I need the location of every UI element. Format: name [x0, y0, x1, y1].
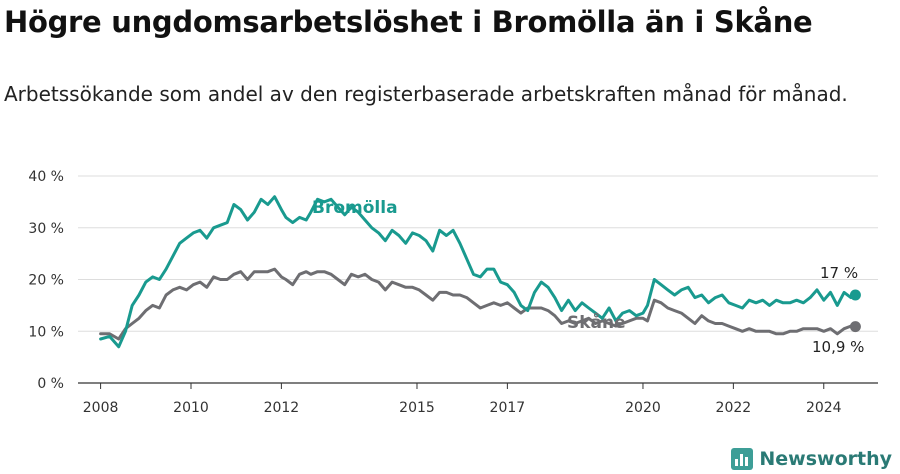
y-tick-label: 20 % — [28, 273, 64, 289]
end-label-bromolla: 17 % — [820, 264, 858, 282]
series-label-bromolla: Bromölla — [312, 198, 398, 218]
chart-title: Högre ungdomsarbetslöshet i Bromölla än … — [4, 5, 813, 39]
x-tick-label: 2010 — [173, 400, 209, 416]
end-point-skane — [849, 321, 861, 333]
x-tick-label: 2020 — [625, 400, 661, 416]
y-tick-label: 30 % — [28, 221, 64, 237]
y-tick-label: 10 % — [28, 324, 64, 340]
chart-subtitle: Arbetssökande som andel av den registerb… — [4, 82, 848, 106]
y-tick-label: 40 % — [28, 169, 64, 185]
x-tick-label: 2024 — [806, 400, 842, 416]
brand-name: Newsworthy — [759, 448, 892, 470]
y-tick-label: 0 % — [37, 376, 64, 392]
end-point-bromolla — [849, 289, 861, 301]
x-tick-label: 2008 — [83, 400, 119, 416]
x-tick-label: 2017 — [490, 400, 526, 416]
x-tick-label: 2022 — [716, 400, 752, 416]
series-line-skane — [99, 267, 857, 341]
series-label-skane: Skåne — [567, 311, 626, 333]
bar-chart-icon — [731, 448, 754, 470]
x-tick-label: 2012 — [264, 400, 300, 416]
series-line-bromolla — [99, 195, 857, 349]
x-tick-label: 2015 — [399, 400, 435, 416]
newsworthy-logo: Newsworthy — [731, 448, 892, 470]
end-label-skane: 10,9 % — [812, 338, 864, 356]
